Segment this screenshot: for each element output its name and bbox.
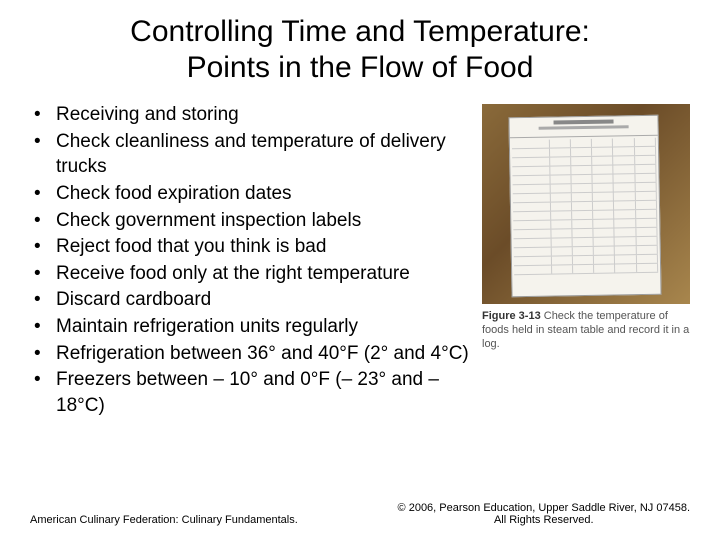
slide-footer: American Culinary Federation: Culinary F… [0,502,720,526]
figure-label: Figure 3-13 [482,310,541,322]
figure-image [482,104,690,304]
footer-left: American Culinary Federation: Culinary F… [30,514,298,526]
copyright-line-1: © 2006, Pearson Education, Upper Saddle … [398,502,690,514]
bullet-text: Freezers between – 10° and 0°F (– 23° an… [56,369,439,416]
list-item: Check government inspection labels [30,208,474,234]
list-item: Freezers between – 10° and 0°F (– 23° an… [30,367,474,418]
bullet-text: Check food expiration dates [56,183,292,204]
content-area: Receiving and storing Check cleanliness … [0,94,720,420]
footer-right: © 2006, Pearson Education, Upper Saddle … [398,502,690,526]
title-line-1: Controlling Time and Temperature: [130,15,590,48]
copyright-line-2: All Rights Reserved. [494,514,594,526]
list-item: Check food expiration dates [30,181,474,207]
list-item: Reject food that you think is bad [30,234,474,260]
list-item: Receive food only at the right temperatu… [30,261,474,287]
bullet-text: Check government inspection labels [56,210,361,231]
bullet-text: Receiving and storing [56,104,239,125]
list-item: Refrigeration between 36° and 40°F (2° a… [30,341,474,367]
bullet-text: Check cleanliness and temperature of del… [56,131,446,178]
title-line-2: Points in the Flow of Food [187,51,534,84]
figure-container: Figure 3-13 Check the temperature of foo… [482,104,690,420]
figure-caption: Figure 3-13 Check the temperature of foo… [482,310,690,351]
list-item: Check cleanliness and temperature of del… [30,129,474,180]
list-item: Discard cardboard [30,287,474,313]
bullet-list: Receiving and storing Check cleanliness … [30,102,474,420]
slide-title: Controlling Time and Temperature: Points… [0,0,720,94]
bullet-text: Receive food only at the right temperatu… [56,263,410,284]
bullet-text: Discard cardboard [56,289,211,310]
log-sheet-icon [508,115,661,298]
bullet-text: Maintain refrigeration units regularly [56,316,358,337]
list-item: Receiving and storing [30,102,474,128]
list-item: Maintain refrigeration units regularly [30,314,474,340]
bullet-text: Refrigeration between 36° and 40°F (2° a… [56,343,469,364]
bullet-text: Reject food that you think is bad [56,236,326,257]
